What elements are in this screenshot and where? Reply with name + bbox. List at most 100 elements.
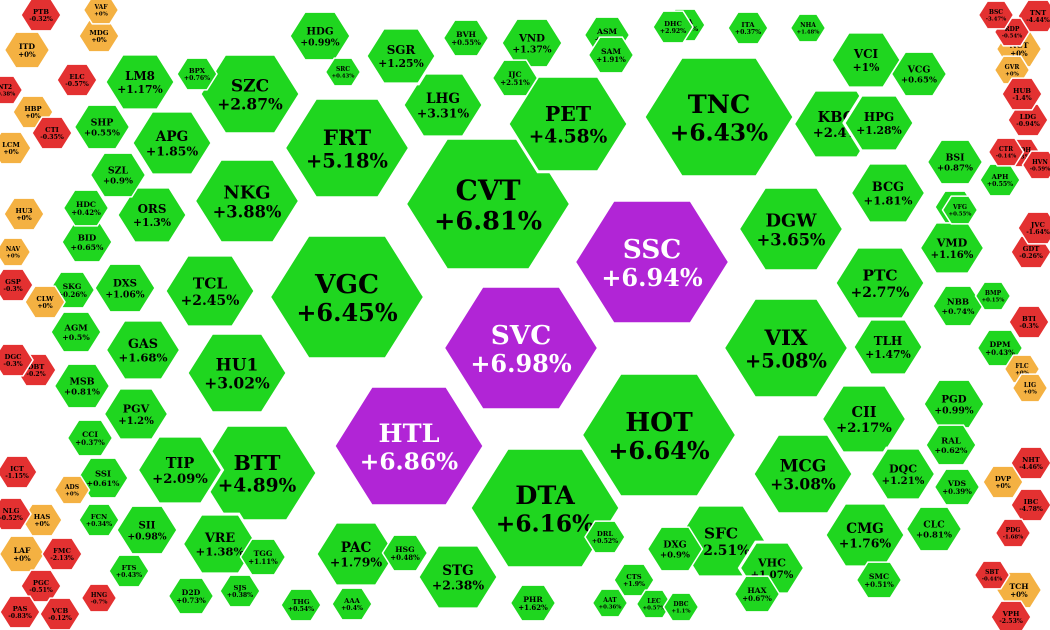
tile-shape[interactable] — [103, 318, 183, 382]
tile-shape[interactable] — [1010, 446, 1050, 480]
tile-vnd[interactable]: VND+1.37% — [501, 18, 563, 68]
tile-nbb[interactable]: NBB+0.74% — [932, 285, 984, 327]
tile-gas[interactable]: GAS+1.68% — [103, 318, 183, 382]
tile-shape[interactable] — [855, 561, 903, 599]
tile-shape[interactable] — [977, 0, 1015, 30]
tile-fts[interactable]: FTS+0.43% — [108, 554, 150, 588]
tile-dbc[interactable]: DBC+1.1% — [662, 592, 700, 622]
tile-hdg[interactable]: HDG+0.99% — [289, 11, 351, 61]
tile-tgg[interactable]: TGG+1.11% — [239, 538, 287, 576]
tile-shape[interactable] — [987, 137, 1025, 167]
tile-shape[interactable] — [933, 468, 981, 506]
tile-elc[interactable]: ELC-0.57% — [56, 63, 98, 97]
tile-shape[interactable] — [0, 497, 32, 531]
tile-shape[interactable] — [441, 284, 601, 412]
tile-dgw[interactable]: DGW+3.65% — [736, 185, 846, 273]
tile-clc[interactable]: CLC+0.81% — [905, 506, 963, 552]
tile-shape[interactable] — [736, 185, 846, 273]
tile-vfg[interactable]: VFG+0.55% — [941, 195, 979, 225]
tile-cii[interactable]: CII+2.17% — [819, 383, 909, 455]
tile-hdc[interactable]: HDC+0.42% — [62, 189, 110, 227]
tile-shape[interactable] — [509, 584, 557, 622]
tile-shape[interactable] — [331, 587, 373, 621]
tile-nav[interactable]: NAV+0% — [0, 237, 32, 267]
tile-shape[interactable] — [0, 131, 32, 165]
tile-shape[interactable] — [789, 13, 827, 43]
tile-jvc[interactable]: JVC-1.64% — [1017, 211, 1050, 245]
tile-shape[interactable] — [62, 189, 110, 227]
tile-bid[interactable]: BID+0.65% — [61, 221, 113, 263]
tile-shape[interactable] — [73, 104, 131, 150]
tile-clw[interactable]: CLW+0% — [24, 285, 66, 319]
tile-shape[interactable] — [0, 595, 41, 629]
tile-shape[interactable] — [0, 237, 32, 267]
tile-sgr[interactable]: SGR+1.25% — [364, 26, 438, 86]
tile-shape[interactable] — [108, 554, 150, 588]
tile-shape[interactable] — [890, 51, 948, 97]
tile-dgc[interactable]: DGC-0.3% — [0, 343, 34, 377]
tile-ldg[interactable]: LDG-0.94% — [1007, 103, 1049, 137]
tile-shape[interactable] — [1008, 305, 1050, 339]
tile-shape[interactable] — [926, 139, 984, 185]
tile-hvn[interactable]: HVN-0.59% — [1021, 150, 1050, 180]
tile-shape[interactable] — [923, 379, 985, 429]
tile-shape[interactable] — [115, 185, 189, 245]
tile-shape[interactable] — [829, 30, 903, 90]
tile-shape[interactable] — [167, 577, 215, 615]
tile-tnt[interactable]: TNT-4.44% — [1017, 0, 1050, 33]
tile-shape[interactable] — [53, 475, 91, 505]
tile-bti[interactable]: BTI-0.3% — [1008, 305, 1050, 339]
tile-phr[interactable]: PHR+1.62% — [509, 584, 557, 622]
tile-vix[interactable]: VIX+5.08% — [721, 296, 851, 400]
tile-vmd[interactable]: VMD+1.16% — [917, 220, 987, 276]
tile-cti[interactable]: CTI-0.35% — [31, 116, 73, 150]
tile-pac[interactable]: PAC+1.79% — [314, 520, 398, 588]
tile-shape[interactable] — [280, 588, 322, 622]
tile-bpx[interactable]: BPX+0.76% — [176, 57, 218, 91]
tile-pdg[interactable]: PDG-1.68% — [994, 518, 1032, 548]
tile-shp[interactable]: SHP+0.55% — [73, 104, 131, 150]
tile-bcg[interactable]: BCG+1.81% — [848, 161, 928, 225]
tile-shape[interactable] — [364, 26, 438, 86]
tile-stg[interactable]: STG+2.38% — [416, 543, 500, 611]
tile-ads[interactable]: ADS+0% — [53, 475, 91, 505]
tile-aaa[interactable]: AAA+0.4% — [331, 587, 373, 621]
tile-shape[interactable] — [20, 0, 62, 32]
tile-shape[interactable] — [3, 197, 45, 231]
tile-shape[interactable] — [468, 446, 622, 570]
tile-shape[interactable] — [0, 343, 34, 377]
tile-shape[interactable] — [727, 11, 769, 45]
tile-vci[interactable]: VCI+1% — [829, 30, 903, 90]
tile-pet[interactable]: PET+4.58% — [506, 74, 630, 174]
tile-shape[interactable] — [0, 455, 38, 489]
tile-shape[interactable] — [78, 503, 120, 537]
tile-shape[interactable] — [990, 600, 1032, 630]
tile-shape[interactable] — [41, 537, 83, 571]
tile-ict[interactable]: ICT-1.15% — [0, 455, 38, 489]
tile-gsp[interactable]: GSP-0.3% — [0, 268, 34, 302]
tile-mcg[interactable]: MCG+3.08% — [751, 432, 855, 516]
tile-ibc[interactable]: IBC-4.78% — [1010, 488, 1050, 522]
tile-szl[interactable]: SZL+0.9% — [89, 152, 147, 198]
tile-shape[interactable] — [416, 543, 500, 611]
tile-sjs[interactable]: SJS+0.38% — [219, 574, 261, 608]
tile-aph[interactable]: APH+0.55% — [979, 163, 1021, 197]
tile-smc[interactable]: SMC+0.51% — [855, 561, 903, 599]
tile-dxg[interactable]: DXG+0.9% — [646, 526, 704, 572]
tile-lec[interactable]: LEC+0.57% — [635, 589, 673, 619]
tile-shape[interactable] — [180, 512, 260, 576]
tile-pgc[interactable]: PGC-0.51% — [20, 569, 62, 603]
tile-mdg[interactable]: MDG+0% — [78, 19, 120, 53]
tile-shape[interactable] — [652, 10, 694, 44]
tile-shape[interactable] — [842, 93, 916, 153]
tile-shape[interactable] — [324, 57, 362, 87]
tile-fmc[interactable]: FMC-2.13% — [41, 537, 83, 571]
tile-vaf[interactable]: VAF+0% — [82, 0, 120, 25]
tile-shape[interactable] — [721, 296, 851, 400]
tile-tcl[interactable]: TCL+2.45% — [163, 253, 257, 329]
tile-lhg[interactable]: LHG+3.31% — [401, 71, 485, 139]
tile-shape[interactable] — [82, 0, 120, 25]
tile-bvh[interactable]: BVH+0.55% — [442, 19, 490, 57]
tile-itd[interactable]: ITD+0% — [3, 31, 51, 69]
tile-tnc[interactable]: TNC+6.43% — [642, 55, 796, 179]
